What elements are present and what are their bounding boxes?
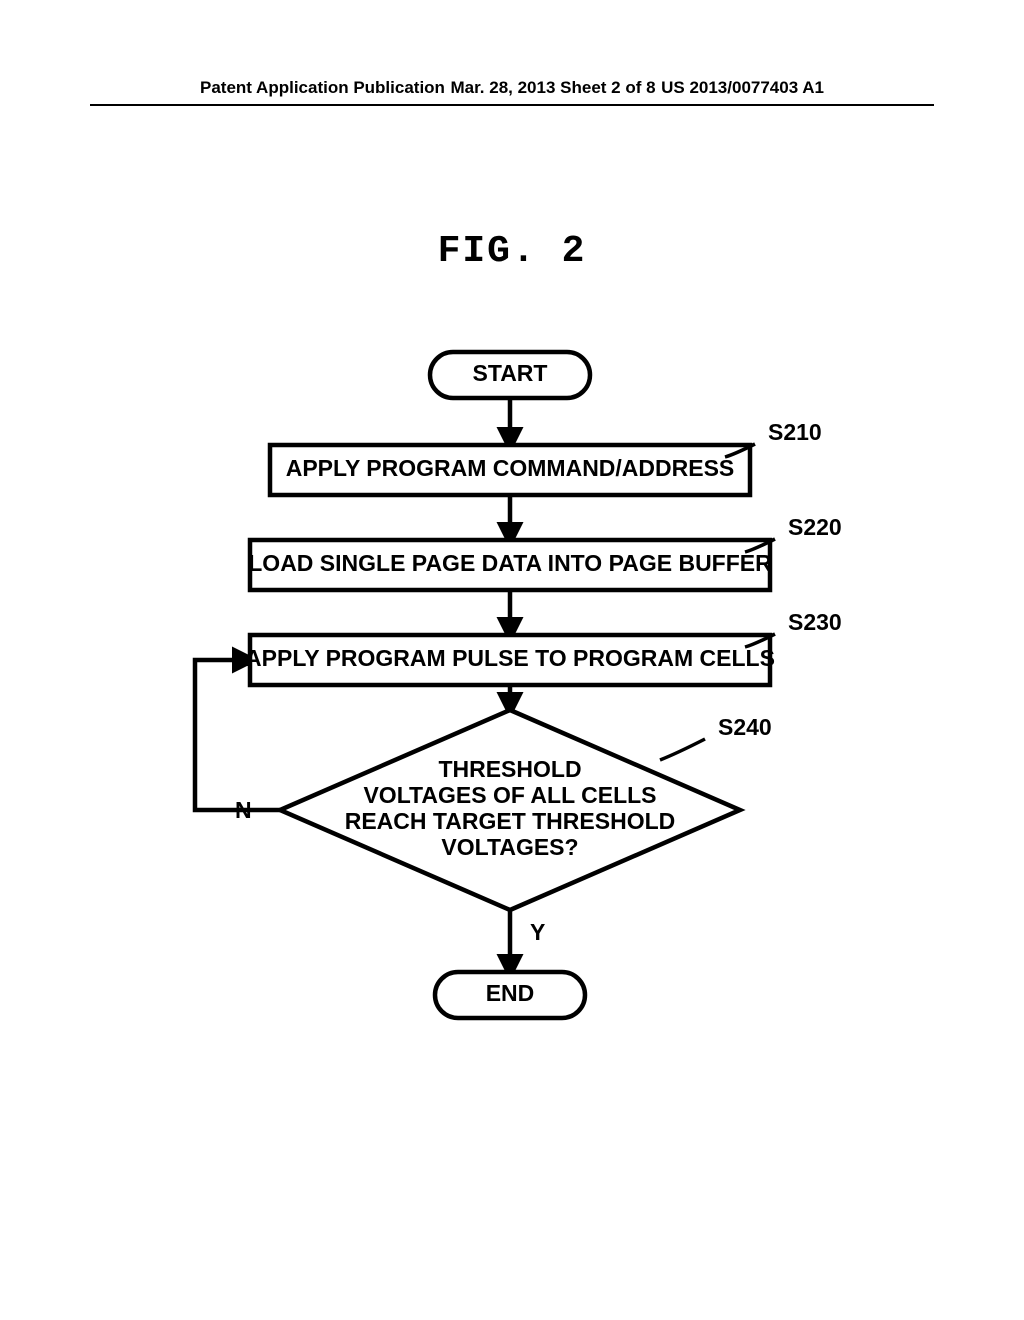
step-label: S210: [768, 419, 822, 445]
leader-line: [660, 739, 705, 760]
step-label: S230: [788, 609, 842, 635]
figure-title: FIG. 2: [0, 230, 1024, 273]
step-label: S240: [718, 714, 772, 740]
node-text: THRESHOLD: [438, 756, 581, 782]
flowchart-svg: START APPLY PROGRAM COMMAND/ADDRESS LOAD S…: [100, 340, 920, 1060]
node-text: APPLY PROGRAM COMMAND/ADDRESS: [286, 455, 735, 481]
node-text: START: [473, 360, 548, 386]
header-right: US 2013/0077403 A1: [661, 78, 824, 98]
patent-header: Patent Application Publication Mar. 28, …: [90, 78, 934, 106]
node-text: VOLTAGES OF ALL CELLS: [363, 782, 656, 808]
edge-label: Y: [530, 919, 545, 945]
header-left: Patent Application Publication: [200, 78, 445, 98]
step-label: S220: [788, 514, 842, 540]
edge-label: N: [235, 797, 252, 823]
header-center: Mar. 28, 2013 Sheet 2 of 8: [451, 78, 656, 98]
node-text: LOAD SINGLE PAGE DATA INTO PAGE BUFFER: [248, 550, 772, 576]
node-text: APPLY PROGRAM PULSE TO PROGRAM CELLS: [245, 645, 775, 671]
node-text: REACH TARGET THRESHOLD: [345, 808, 676, 834]
node-text: END: [486, 980, 535, 1006]
node-text: VOLTAGES?: [441, 834, 578, 860]
